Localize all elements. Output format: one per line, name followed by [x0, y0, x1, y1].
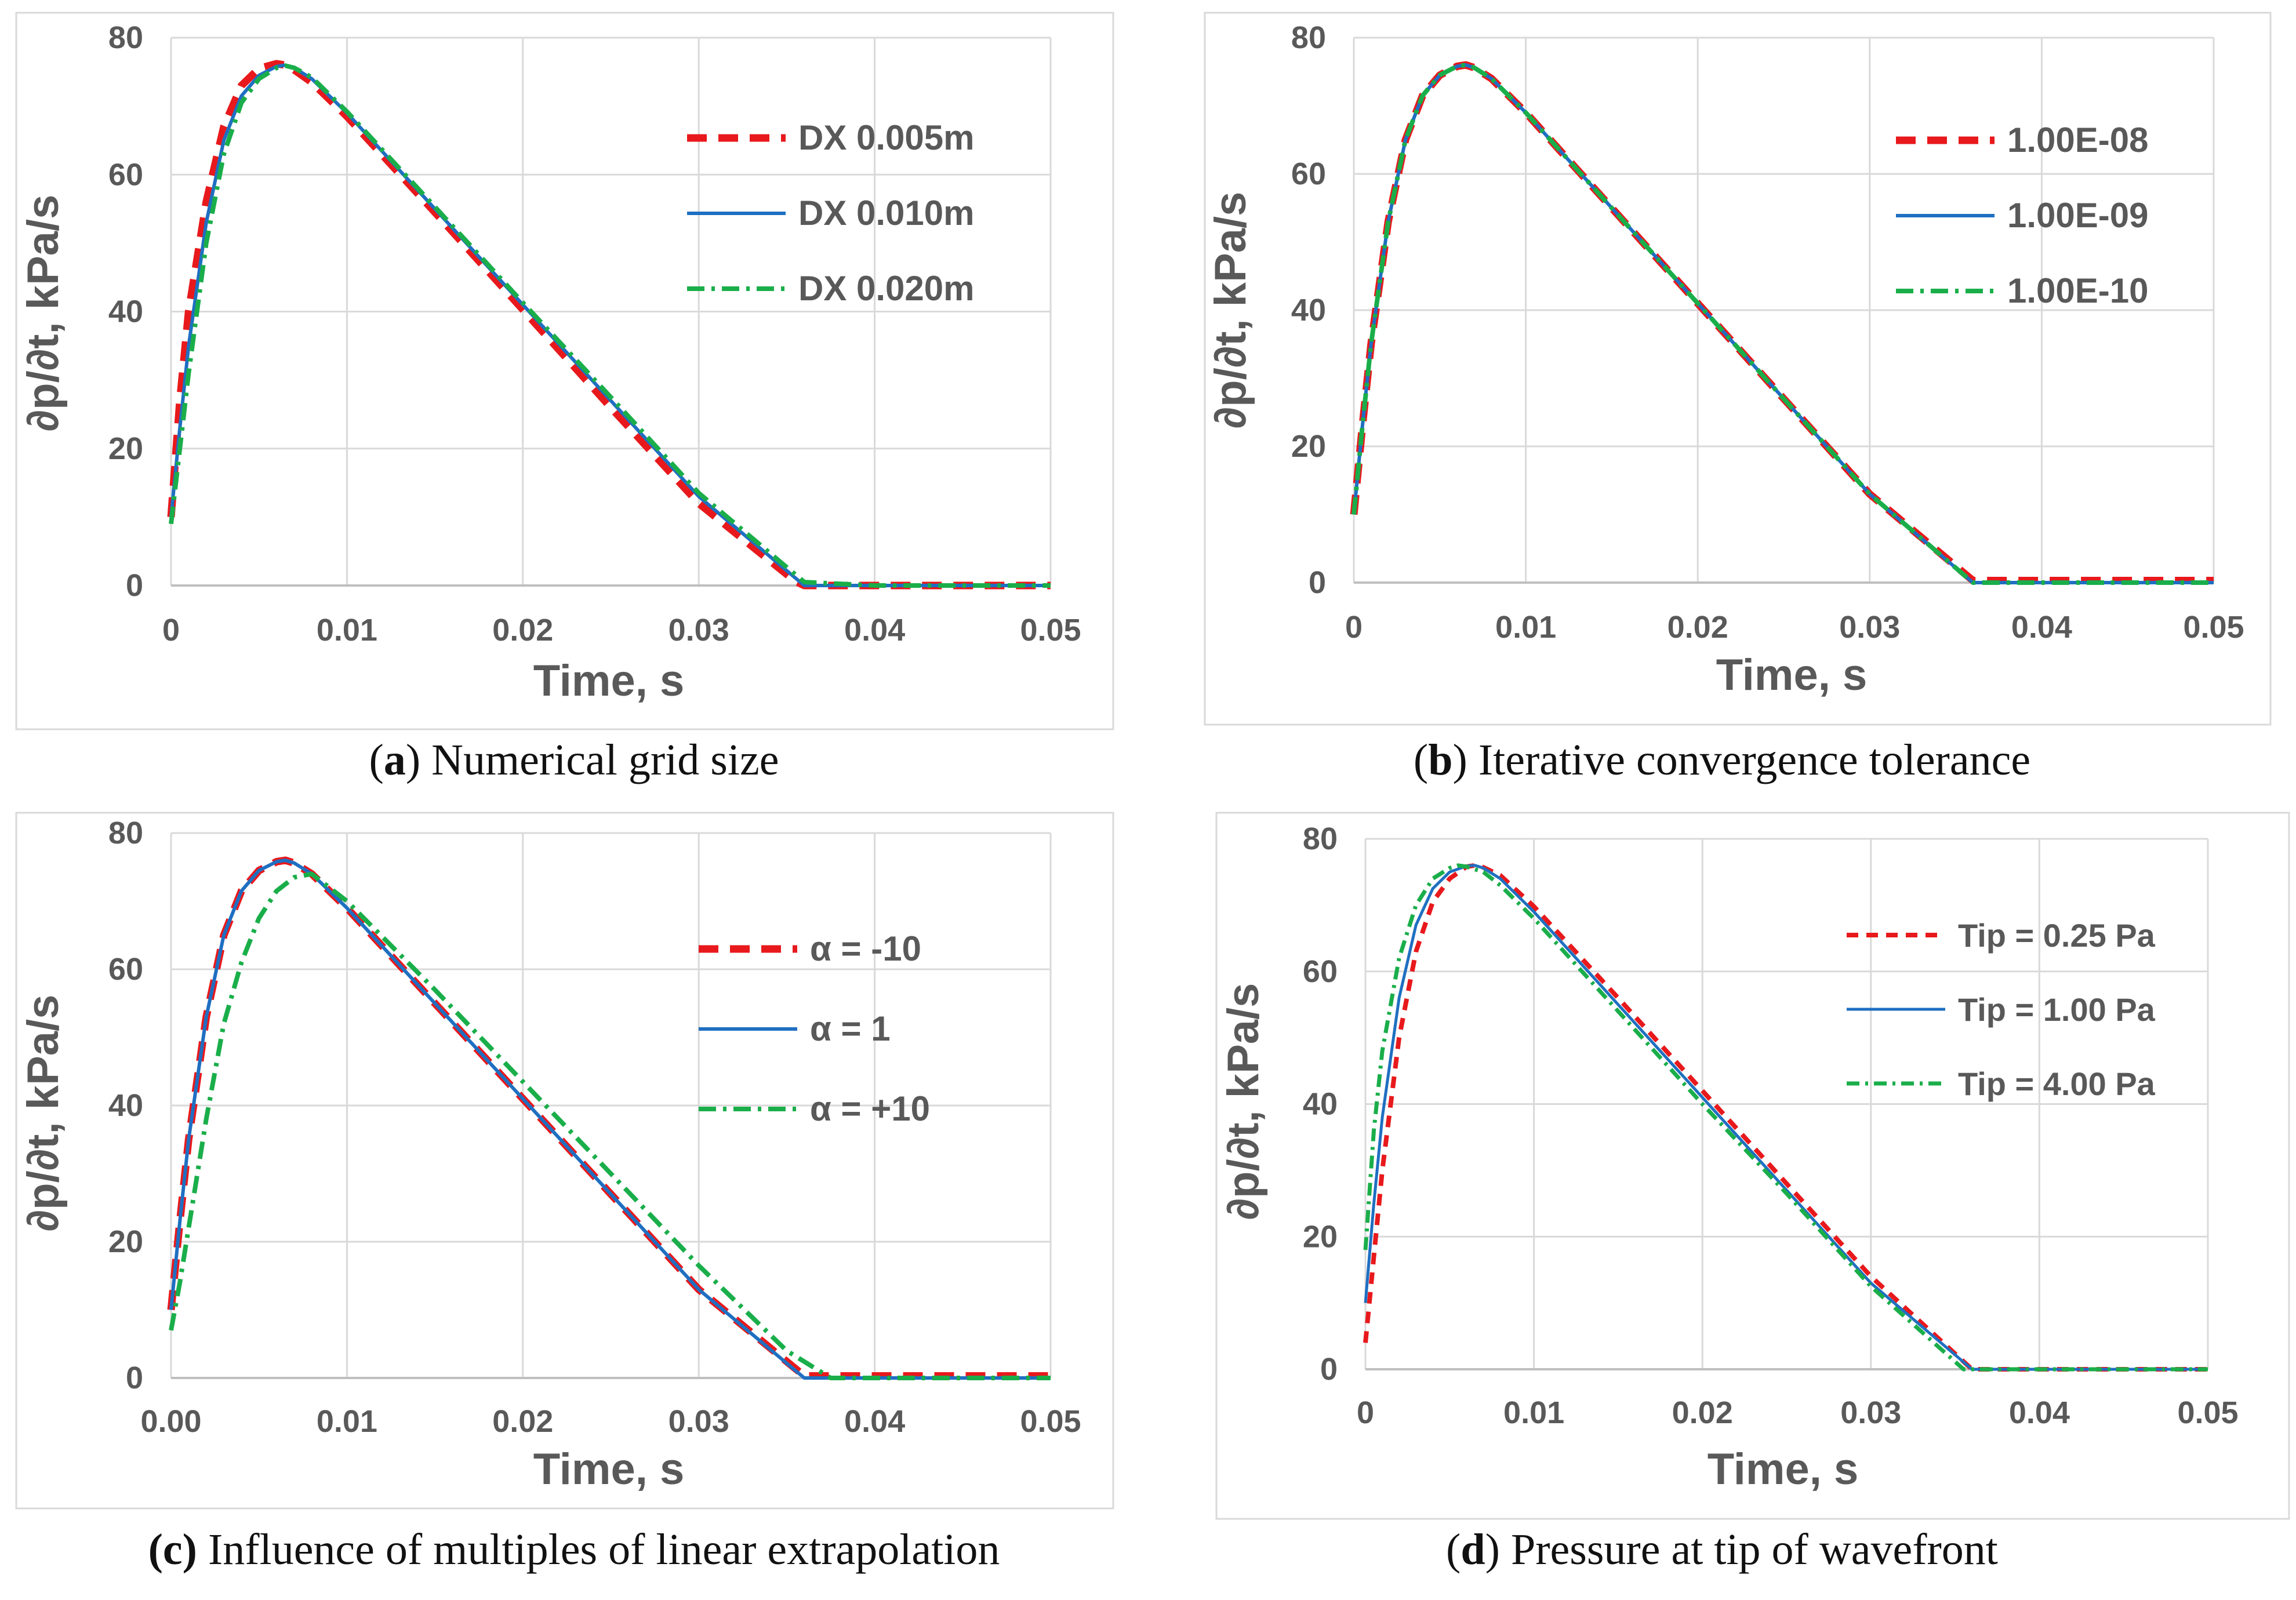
legend-label: α = +10 — [810, 1089, 930, 1128]
x-tick-label: 0.02 — [492, 613, 553, 648]
caption-d: (d) Pressure at tip of wavefront — [1446, 1525, 1998, 1574]
chart-panel-b: 0 0.01 0.02 0.03 0.04 0.05 0 20 40 60 80 Time, s ∂p/… — [1148, 0, 2296, 800]
caption-a: (a) Numerical grid size — [369, 736, 779, 784]
caption-a-letter: a — [383, 736, 406, 784]
series-line-d-3 — [1363, 863, 2208, 1372]
series-line-c-2 — [169, 859, 1051, 1380]
y-tick-label: 80 — [1291, 20, 1326, 55]
legend-label: DX 0.010m — [798, 194, 975, 232]
x-tick-label: 0.01 — [1495, 610, 1556, 645]
y-tick-label: 40 — [108, 1088, 143, 1123]
y-tick-label: 80 — [108, 20, 143, 55]
y-tick-label: 0 — [1309, 565, 1326, 600]
caption-d-text: Pressure at tip of wavefront — [1510, 1525, 1998, 1574]
y-tick-label: 20 — [108, 431, 143, 466]
x-tick-label: 0.03 — [669, 1404, 729, 1439]
y-tick-label: 60 — [1291, 157, 1326, 191]
x-tick-label: 0.04 — [844, 1404, 905, 1439]
y-tick-label: 0 — [126, 568, 143, 603]
x-tick-label: 0.03 — [1840, 1395, 1901, 1430]
y-tick-label: 20 — [1291, 429, 1326, 464]
y-tick-label: 0 — [1320, 1352, 1338, 1387]
series-line-b-3 — [1352, 63, 2214, 585]
caption-b-letter: b — [1428, 736, 1453, 784]
chart-c: 0.00 0.01 0.02 0.03 0.04 0.05 0 20 40 60 80 Time, s… — [15, 812, 1114, 1510]
chart-frame — [1204, 12, 2272, 726]
x-tick-label: 0 — [1345, 610, 1363, 645]
x-tick-label: 0.03 — [669, 613, 729, 648]
chart-panel-a: 0 0.01 0.02 0.03 0.04 0.05 0 20 40 60 80 Time, s ∂p/… — [0, 0, 1148, 800]
legend-label: Tip = 4.00 Pa — [1958, 1066, 2156, 1102]
x-tick-label: 0.04 — [2011, 610, 2072, 645]
y-tick-label: 0 — [126, 1361, 143, 1395]
y-tick-label: 20 — [108, 1224, 143, 1259]
y-axis-title: ∂p/∂t, kPa/s — [1206, 192, 1255, 429]
y-tick-label: 40 — [1303, 1087, 1338, 1122]
series-line-a-1 — [167, 60, 1051, 590]
x-tick-label: 0 — [162, 613, 180, 648]
legend-label: Tip = 0.25 Pa — [1958, 917, 2156, 954]
x-tick-label: 0.05 — [2177, 1395, 2238, 1430]
caption-c-text: Influence of multiples of linear extrapo… — [208, 1525, 1000, 1574]
chart-b: 0 0.01 0.02 0.03 0.04 0.05 0 20 40 60 80 Time, s ∂p/… — [1204, 12, 2272, 726]
y-tick-label: 60 — [108, 157, 143, 192]
x-tick-label: 0.04 — [2009, 1395, 2070, 1430]
x-tick-label: 0.03 — [1839, 610, 1900, 645]
legend-label: DX 0.020m — [798, 269, 975, 308]
caption-c: (c) Influence of multiples of linear ext… — [0, 1525, 1148, 1575]
y-tick-label: 60 — [1303, 954, 1338, 989]
x-axis-title: Time, s — [1708, 1445, 1859, 1494]
x-tick-label: 0.05 — [1020, 1404, 1081, 1439]
y-tick-label: 20 — [1303, 1219, 1338, 1254]
x-tick-label: 0 — [1357, 1395, 1374, 1430]
x-tick-label: 0.04 — [844, 613, 905, 648]
x-axis-title: Time, s — [533, 1445, 685, 1494]
series-line-c-3 — [169, 871, 1051, 1380]
y-axis-title: ∂p/∂t, kPa/s — [19, 995, 68, 1232]
y-tick-label: 80 — [1303, 821, 1338, 856]
legend-label: α = 1 — [810, 1009, 891, 1048]
chart-frame — [1215, 812, 2290, 1520]
y-tick-label: 40 — [1291, 293, 1326, 328]
caption-c-letter: (c) — [148, 1525, 197, 1574]
x-tick-label: 0.01 — [317, 1404, 377, 1439]
y-axis-title: ∂p/∂t, kPa/s — [1219, 983, 1268, 1220]
legend-label: 1.00E-10 — [2007, 271, 2149, 310]
legend-label: Tip = 1.00 Pa — [1958, 991, 2156, 1028]
legend-label: α = -10 — [810, 929, 921, 968]
x-tick-label: 0.01 — [317, 613, 377, 648]
legend-label: 1.00E-08 — [2007, 121, 2149, 159]
chart-panel-c: 0.00 0.01 0.02 0.03 0.04 0.05 0 20 40 60 80 Time, s… — [0, 800, 1148, 1600]
caption-b: (b) Iterative convergence tolerance — [1413, 736, 2031, 784]
x-tick-label: 0.02 — [1672, 1395, 1733, 1430]
chart-panel-d: 0 0.01 0.02 0.03 0.04 0.05 0 20 40 60 80 Time, s ∂p/… — [1148, 800, 2296, 1600]
x-tick-label: 0.02 — [1667, 610, 1728, 645]
legend-label: DX 0.005m — [798, 118, 975, 157]
chart-frame — [15, 12, 1114, 730]
caption-d-letter: d — [1461, 1525, 1485, 1574]
legend-label: 1.00E-09 — [2007, 196, 2149, 235]
caption-a-text: Numerical grid size — [431, 736, 779, 784]
x-tick-label: 0.05 — [1020, 613, 1081, 648]
chart-frame — [15, 812, 1114, 1510]
series-line-a-3 — [169, 63, 1051, 588]
series-line-d-2 — [1364, 864, 2208, 1371]
y-tick-label: 80 — [108, 816, 143, 850]
y-tick-label: 60 — [108, 952, 143, 987]
x-axis-title: Time, s — [1716, 650, 1868, 700]
x-axis-title: Time, s — [533, 656, 685, 706]
chart-d: 0 0.01 0.02 0.03 0.04 0.05 0 20 40 60 80 Time, s ∂p/… — [1215, 812, 2290, 1520]
x-tick-label: 0.02 — [492, 1404, 553, 1439]
caption-b-text: Iterative convergence tolerance — [1478, 736, 2031, 784]
x-tick-label: 0.01 — [1503, 1395, 1564, 1430]
y-axis-title: ∂p/∂t, kPa/s — [19, 195, 68, 432]
x-tick-label: 0.00 — [140, 1404, 201, 1439]
y-tick-label: 40 — [108, 294, 143, 329]
x-tick-label: 0.05 — [2183, 610, 2244, 645]
chart-a: 0 0.01 0.02 0.03 0.04 0.05 0 20 40 60 80 Time, s ∂p/… — [15, 12, 1114, 730]
